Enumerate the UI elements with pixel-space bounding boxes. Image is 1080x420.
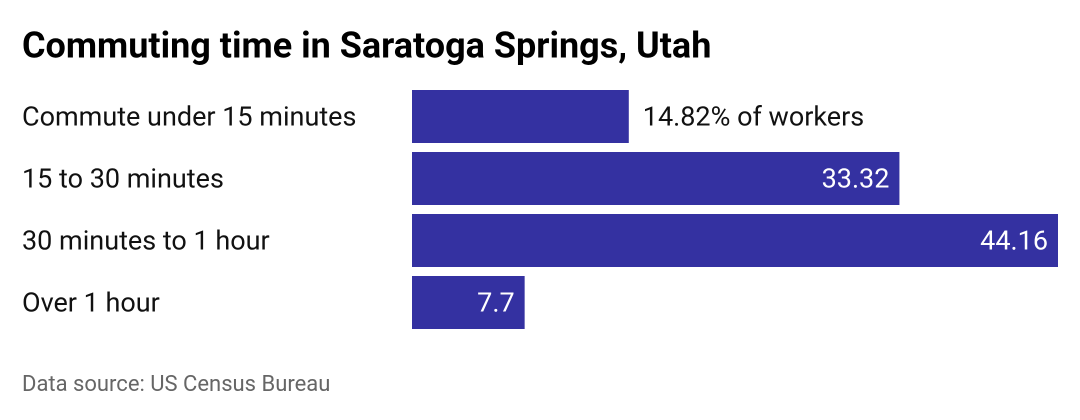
- bar: [412, 276, 525, 329]
- value-label: 7.7: [477, 287, 514, 319]
- value-label: 44.16: [980, 225, 1048, 257]
- bar: [412, 152, 900, 205]
- category-label: 15 to 30 minutes: [22, 163, 224, 195]
- category-label: 30 minutes to 1 hour: [22, 225, 270, 257]
- bar: [412, 90, 629, 143]
- chart-title: Commuting time in Saratoga Springs, Utah: [22, 25, 711, 67]
- category-label: Over 1 hour: [22, 287, 160, 319]
- source-note: Data source: US Census Bureau: [22, 372, 330, 397]
- category-label: Commute under 15 minutes: [22, 101, 356, 133]
- value-label: 14.82% of workers: [643, 101, 864, 133]
- bar: [412, 214, 1058, 267]
- value-label: 33.32: [822, 163, 890, 195]
